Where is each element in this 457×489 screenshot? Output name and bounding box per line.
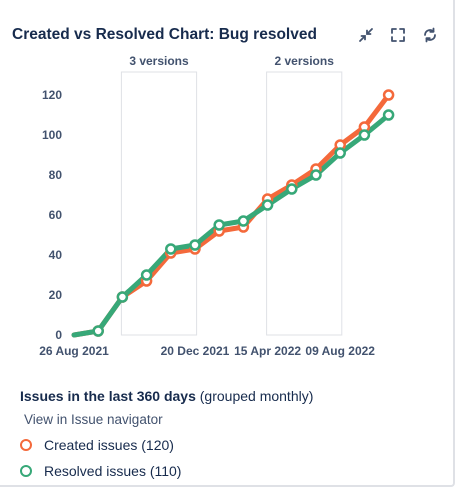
resolved-data-point bbox=[213, 219, 225, 231]
resolved-data-point bbox=[116, 291, 129, 303]
y-tick-label: 100 bbox=[42, 128, 62, 142]
x-tick-label: 15 Apr 2022 bbox=[234, 344, 301, 358]
created-vs-resolved-chart: 3 versions 2 versions 0 20 40 60 80 100 120 26 Au… bbox=[39, 54, 395, 358]
resolved-series-marker-icon bbox=[20, 465, 32, 477]
x-tick-label: 20 Dec 2021 bbox=[161, 344, 230, 358]
chart-legend: Issues in the last 360 days (grouped mon… bbox=[20, 388, 313, 479]
legend-title: Issues in the last 360 days (grouped mon… bbox=[20, 388, 313, 404]
gadget-title: Created vs Resolved Chart: Bug resolved bbox=[12, 26, 317, 43]
y-tick-label: 20 bbox=[49, 288, 63, 302]
legend-period: Issues in the last 360 days bbox=[20, 388, 196, 404]
y-tick-label: 120 bbox=[42, 88, 62, 102]
legend-item-resolved[interactable]: Resolved issues (110) bbox=[20, 463, 313, 479]
y-tick-label: 80 bbox=[49, 168, 63, 182]
y-tick-label: 60 bbox=[49, 208, 63, 222]
legend-grouping: (grouped monthly) bbox=[199, 388, 314, 404]
resolved-data-point bbox=[286, 183, 298, 195]
version-range-label: 3 versions bbox=[129, 54, 189, 68]
resolved-data-point bbox=[310, 169, 322, 181]
fullscreen-icon[interactable] bbox=[387, 24, 409, 46]
resolved-data-point bbox=[334, 147, 346, 159]
legend-resolved-label: Resolved issues (110) bbox=[44, 463, 182, 479]
y-tick-label: 40 bbox=[49, 248, 63, 262]
version-range-box bbox=[120, 71, 198, 336]
version-range-box bbox=[266, 71, 343, 336]
created-data-point bbox=[382, 89, 395, 101]
gadget-actions bbox=[355, 24, 441, 46]
resolved-data-point bbox=[189, 239, 201, 251]
x-tick-label: 09 Aug 2022 bbox=[305, 344, 375, 358]
resolved-data-point bbox=[165, 243, 177, 255]
refresh-icon[interactable] bbox=[419, 24, 441, 46]
x-tick-label: 26 Aug 2021 bbox=[39, 344, 109, 358]
collapse-icon[interactable] bbox=[355, 24, 377, 46]
resolved-data-point bbox=[382, 109, 395, 121]
resolved-data-point bbox=[237, 215, 250, 227]
y-tick-label: 0 bbox=[55, 328, 62, 342]
legend-item-created[interactable]: Created issues (120) bbox=[20, 437, 313, 453]
resolved-data-point bbox=[358, 129, 371, 141]
created-series-marker-icon bbox=[20, 439, 32, 451]
issue-navigator-link[interactable]: View in Issue navigator bbox=[24, 412, 163, 427]
version-range-label: 2 versions bbox=[275, 54, 335, 68]
resolved-data-point bbox=[140, 269, 153, 281]
legend-created-label: Created issues (120) bbox=[44, 437, 174, 453]
resolved-data-point bbox=[92, 325, 104, 337]
gadget-header: Created vs Resolved Chart: Bug resolved bbox=[12, 24, 443, 46]
resolved-data-point bbox=[261, 199, 274, 211]
